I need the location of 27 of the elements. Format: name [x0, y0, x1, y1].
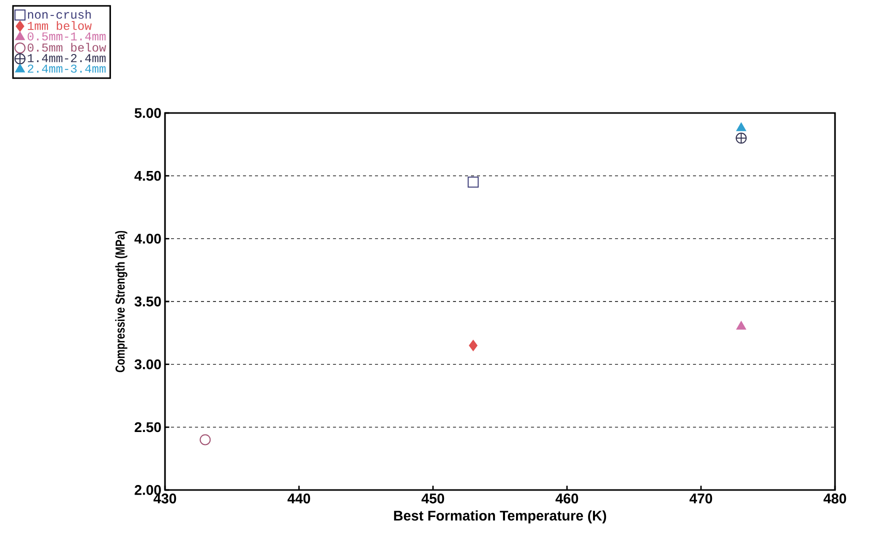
point	[736, 132, 747, 144]
legend-label: 0.5mm below	[28, 42, 106, 52]
legend-label: 1mm below	[28, 21, 92, 30]
y-tick-label: 2.50	[134, 422, 161, 432]
x-tick-label: 450	[422, 494, 444, 504]
legend-label: 0.5mm-1.4mm	[28, 32, 106, 40]
y-axis-title: Compressive Strength (MPa)	[115, 230, 128, 372]
y-tick-label: 2.00	[134, 485, 161, 495]
point	[736, 122, 746, 132]
legend-label: 2.4mm-3.4mm	[28, 64, 106, 73]
point	[468, 176, 479, 188]
x-tick-label: 430	[154, 494, 176, 504]
x-tick-label: 470	[690, 494, 712, 504]
x-axis-title: Best Formation Temperature (K)	[394, 510, 606, 524]
y-tick-label: 3.50	[134, 296, 161, 306]
legend-label: 1.4mm-2.4mm	[28, 54, 106, 62]
point	[736, 321, 746, 330]
y-tick-label: 4.50	[134, 170, 161, 181]
x-tick-label: 440	[288, 494, 310, 504]
x-tick-label: 460	[556, 494, 578, 504]
y-tick-label: 4.00	[134, 234, 161, 244]
y-tick-label: 3.00	[134, 359, 161, 370]
point	[200, 434, 211, 446]
point	[468, 340, 478, 351]
x-tick-label: 480	[824, 494, 846, 504]
y-tick-label: 5.00	[134, 108, 161, 118]
legend-label: non-crush	[28, 10, 91, 19]
